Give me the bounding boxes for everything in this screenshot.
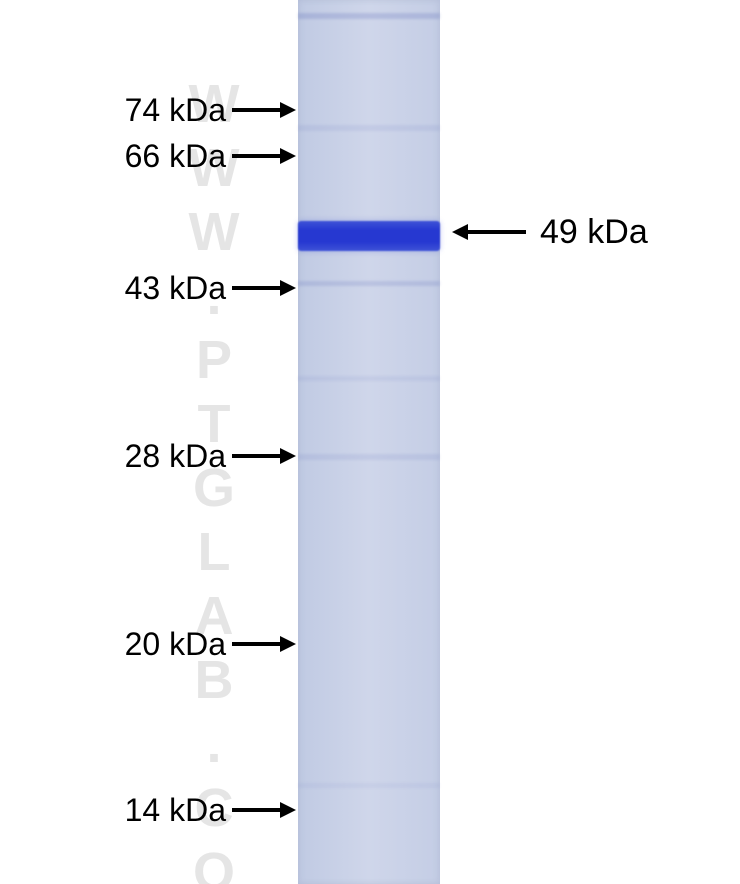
- main-protein-band: [298, 221, 440, 251]
- faint-band: [298, 454, 440, 460]
- annotation-arrow-left: [452, 224, 526, 240]
- marker-arrow: [232, 448, 296, 464]
- arrow-shaft: [468, 230, 526, 234]
- arrow-head-icon: [280, 148, 296, 164]
- marker-arrow: [232, 280, 296, 296]
- arrow-head-icon: [280, 636, 296, 652]
- marker-arrow: [232, 636, 296, 652]
- gel-image-canvas: WWW.PTGLAB.COM 74 kDa66 kDa43 kDa28 kDa2…: [0, 0, 740, 884]
- marker-arrow: [232, 802, 296, 818]
- marker-label: 20 kDa: [125, 626, 226, 663]
- arrow-head-icon: [280, 102, 296, 118]
- arrow-head-icon: [452, 224, 468, 240]
- marker-arrow: [232, 102, 296, 118]
- arrow-head-icon: [280, 802, 296, 818]
- arrow-head-icon: [280, 280, 296, 296]
- faint-band: [298, 125, 440, 131]
- marker-label: 14 kDa: [125, 792, 226, 829]
- annotation-label-49kda: 49 kDa: [540, 213, 648, 252]
- marker-label: 43 kDa: [125, 270, 226, 307]
- faint-band: [298, 281, 440, 286]
- faint-band: [298, 13, 440, 19]
- faint-band: [298, 783, 440, 788]
- arrow-shaft: [232, 154, 280, 158]
- marker-label: 74 kDa: [125, 92, 226, 129]
- marker-label: 28 kDa: [125, 438, 226, 475]
- arrow-shaft: [232, 108, 280, 112]
- arrow-shaft: [232, 642, 280, 646]
- faint-band: [298, 376, 440, 381]
- gel-lane: [298, 0, 440, 884]
- arrow-shaft: [232, 286, 280, 290]
- marker-label: 66 kDa: [125, 138, 226, 175]
- marker-arrow: [232, 148, 296, 164]
- arrow-shaft: [232, 454, 280, 458]
- arrow-shaft: [232, 808, 280, 812]
- arrow-head-icon: [280, 448, 296, 464]
